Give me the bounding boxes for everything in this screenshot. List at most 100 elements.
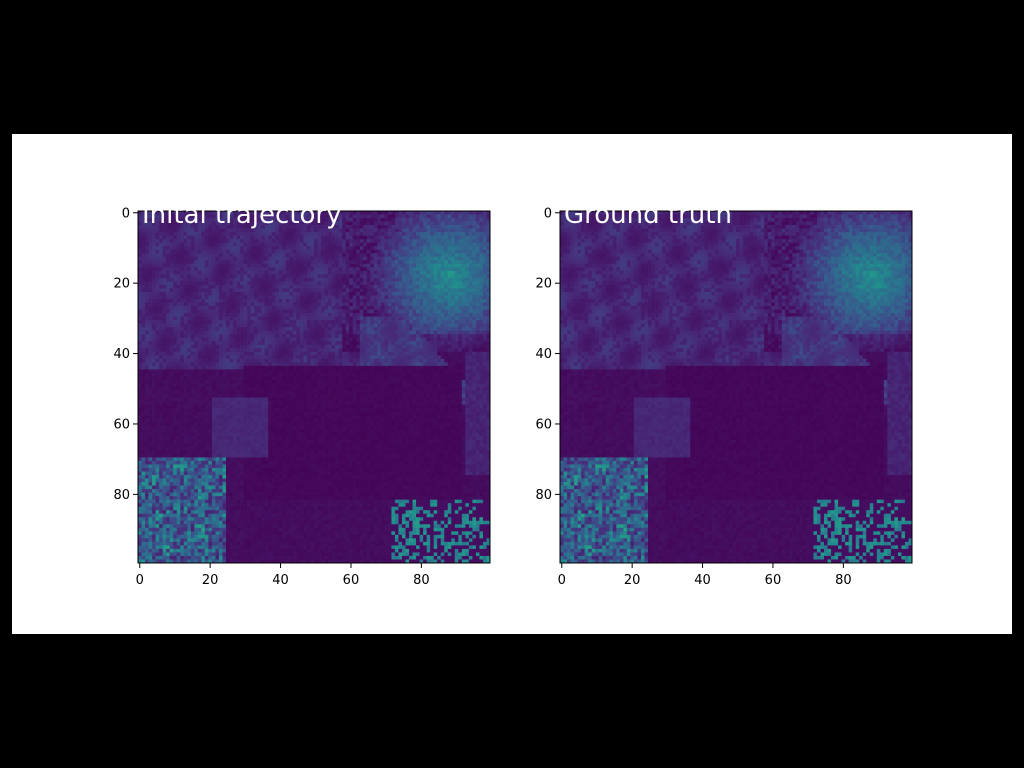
heatmap-cell xyxy=(412,263,417,268)
heatmap-cell xyxy=(285,246,290,251)
heatmap-cell xyxy=(306,284,311,289)
heatmap-cell xyxy=(440,239,445,244)
heatmap-cell xyxy=(183,211,188,215)
heatmap-cell xyxy=(261,295,266,300)
heatmap-cell xyxy=(222,242,227,247)
heatmap-cell xyxy=(141,256,146,261)
heatmap-cell xyxy=(433,309,438,314)
heatmap-cell xyxy=(208,291,213,296)
heatmap-cell xyxy=(475,299,480,303)
heatmap-cell xyxy=(433,270,438,275)
heatmap-cell xyxy=(317,246,322,251)
heatmap-cell xyxy=(250,249,255,254)
heatmap-cell xyxy=(416,235,420,240)
heatmap-cell xyxy=(479,299,484,303)
heatmap-cell xyxy=(444,327,449,332)
heatmap-cell xyxy=(349,253,354,258)
heatmap-cell xyxy=(250,284,255,289)
heatmap-cell xyxy=(254,242,259,247)
heatmap-cell xyxy=(159,313,163,317)
heatmap-cell xyxy=(257,306,262,310)
heatmap-cell xyxy=(236,263,241,268)
heatmap-cell xyxy=(423,337,427,342)
heatmap-cell xyxy=(338,358,343,363)
heatmap-cell xyxy=(204,355,209,360)
heatmap-cell xyxy=(222,225,227,229)
heatmap-cell xyxy=(289,214,294,219)
heatmap-cell xyxy=(321,260,325,265)
heatmap-cell xyxy=(250,365,255,370)
heatmap-cell xyxy=(426,284,431,289)
heatmap-cell xyxy=(409,369,413,374)
heatmap-cell xyxy=(412,270,417,275)
heatmap-cell xyxy=(461,291,466,296)
heatmap-cell xyxy=(373,295,378,300)
heatmap-cell xyxy=(233,372,237,377)
heatmap-cell xyxy=(486,327,491,332)
heatmap-cell xyxy=(169,306,174,310)
heatmap-cell xyxy=(218,288,223,293)
heatmap-cell xyxy=(440,376,445,381)
heatmap-cell xyxy=(176,256,181,261)
heatmap-cell xyxy=(197,263,202,268)
heatmap-cell xyxy=(328,369,332,374)
heatmap-cell xyxy=(155,274,160,279)
heatmap-cell xyxy=(187,295,192,300)
heatmap-cell xyxy=(405,239,410,244)
heatmap-cell xyxy=(335,306,339,310)
heatmap-cell xyxy=(363,306,368,310)
heatmap-cell xyxy=(437,313,442,317)
heatmap-cell xyxy=(201,365,206,370)
heatmap-cell xyxy=(324,211,329,215)
heatmap-cell xyxy=(268,253,273,258)
heatmap-cell xyxy=(306,270,311,275)
heatmap-cell xyxy=(282,320,287,324)
heatmap-cell xyxy=(264,376,269,381)
heatmap-cell xyxy=(349,365,354,370)
heatmap-cell xyxy=(458,327,463,332)
heatmap-cell xyxy=(472,239,477,244)
heatmap-cell xyxy=(229,211,234,215)
heatmap-cell xyxy=(197,383,202,388)
heatmap-cell xyxy=(303,309,308,314)
heatmap-cell xyxy=(180,320,185,324)
heatmap-cell xyxy=(451,218,456,222)
heatmap-cell xyxy=(363,362,368,367)
heatmap-cell xyxy=(338,256,343,261)
heatmap-cell xyxy=(176,355,181,360)
heatmap-cell xyxy=(289,270,294,275)
heatmap-cell xyxy=(345,260,350,265)
heatmap-cell xyxy=(204,351,209,356)
heatmap-cell xyxy=(257,211,262,215)
heatmap-cell xyxy=(159,211,163,215)
heatmap-cell xyxy=(278,316,283,321)
heatmap-cell xyxy=(148,221,153,226)
heatmap-cell xyxy=(317,351,322,356)
heatmap-cell xyxy=(380,313,385,317)
heatmap-cell xyxy=(486,306,491,310)
heatmap-cell xyxy=(285,316,290,321)
heatmap-cell xyxy=(261,365,266,370)
heatmap-cell xyxy=(292,267,297,272)
heatmap-cell xyxy=(166,288,171,293)
heatmap-cell xyxy=(176,313,181,317)
heatmap-cell xyxy=(197,267,202,272)
heatmap-cell xyxy=(190,214,195,219)
heatmap-cell xyxy=(229,320,234,324)
heatmap-cell xyxy=(310,330,315,335)
heatmap-cell xyxy=(190,284,195,289)
heatmap-cell xyxy=(310,344,315,349)
heatmap-cell xyxy=(141,320,146,324)
heatmap-cell xyxy=(433,383,438,388)
heatmap-cell xyxy=(402,344,406,349)
heatmap-cell xyxy=(468,277,473,282)
heatmap-cell xyxy=(176,362,181,367)
heatmap-cell xyxy=(479,309,484,314)
heatmap-cell xyxy=(275,295,280,300)
heatmap-cell xyxy=(194,376,199,381)
heatmap-cell xyxy=(345,341,350,346)
heatmap-cell xyxy=(479,330,484,335)
heatmap-cell xyxy=(391,337,396,342)
heatmap-cell xyxy=(433,246,438,251)
heatmap-cell xyxy=(345,306,350,310)
